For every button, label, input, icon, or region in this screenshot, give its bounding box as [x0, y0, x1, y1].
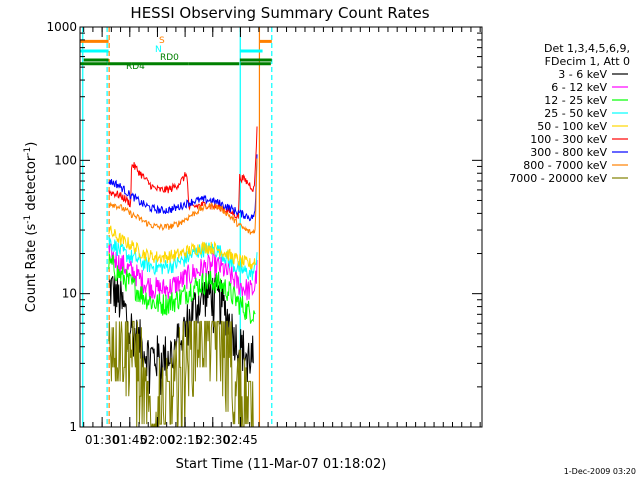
series-layer — [108, 126, 258, 427]
flag-label-rd4: RD4 — [126, 62, 145, 72]
legend-label-50-100-kev: 50 - 100 keV — [537, 120, 607, 133]
legend-label-12-25-kev: 12 - 25 keV — [544, 94, 607, 107]
x-tick-label-01-30: 01:30 — [85, 433, 120, 447]
legend-label-800-7000-kev: 800 - 7000 keV — [523, 159, 607, 172]
legend-label-100-300-kev: 100 - 300 keV — [530, 133, 607, 146]
x-tick-label-02-45: 02:45 — [223, 433, 258, 447]
y-axis-label-sup1: -1 — [23, 215, 33, 224]
x-tick-label-02-15: 02:15 — [168, 433, 203, 447]
legend-label-3-6-kev: 3 - 6 keV — [558, 68, 607, 81]
x-tick-label-02-00: 02:00 — [140, 433, 175, 447]
series-300-800-kev — [108, 154, 258, 222]
chart-title: HESSI Observing Summary Count Rates — [130, 4, 429, 22]
y-tick-label-1: 1 — [69, 420, 77, 434]
legend-label-7000-20000-kev: 7000 - 20000 keV — [509, 172, 607, 185]
series-50-100-kev — [108, 225, 256, 270]
x-tick-label-02-30: 02:30 — [195, 433, 230, 447]
plot-area — [80, 27, 273, 427]
y-tick-label-10: 10 — [62, 287, 77, 301]
legend: Det 1,3,4,5,6,9,FDecim 1, Att 03 - 6 keV… — [509, 42, 630, 185]
legend-header-line-1: Det 1,3,4,5,6,9, — [544, 42, 630, 55]
y-tick-label-100: 100 — [54, 153, 77, 167]
y-axis-label-sup2: -1 — [23, 147, 33, 156]
legend-label-6-12-kev: 6 - 12 keV — [551, 81, 607, 94]
flag-label-n: N — [155, 45, 162, 55]
flag-label-rd0: RD0 — [160, 53, 179, 63]
flag-bars — [80, 39, 272, 66]
plot-frame — [79, 26, 483, 428]
x-tick-label-01-45: 01:45 — [112, 433, 147, 447]
series-12-25-kev — [108, 254, 256, 324]
legend-label-25-50-kev: 25 - 50 keV — [544, 107, 607, 120]
y-tick-label-1000: 1000 — [46, 20, 77, 34]
footer-date: 1-Dec-2009 03:20 — [564, 467, 636, 476]
flag-label-s: S — [159, 36, 165, 46]
legend-label-300-800-kev: 300 - 800 keV — [530, 146, 607, 159]
legend-header-line-2: FDecim 1, Att 0 — [545, 55, 630, 68]
y-axis-label-end: ) — [24, 142, 39, 147]
series-800-7000-kev — [108, 158, 258, 235]
y-axis-label: Count Rate (s-1 detector-1) — [23, 142, 39, 313]
y-axis-label-main: Count Rate (s — [24, 224, 39, 313]
series-100-300-kev — [108, 126, 258, 219]
series-7000-20000-kev — [108, 320, 254, 427]
y-axis-label-mid: detector — [24, 155, 39, 215]
x-axis-label: Start Time (11-Mar-07 01:18:02) — [176, 457, 387, 472]
